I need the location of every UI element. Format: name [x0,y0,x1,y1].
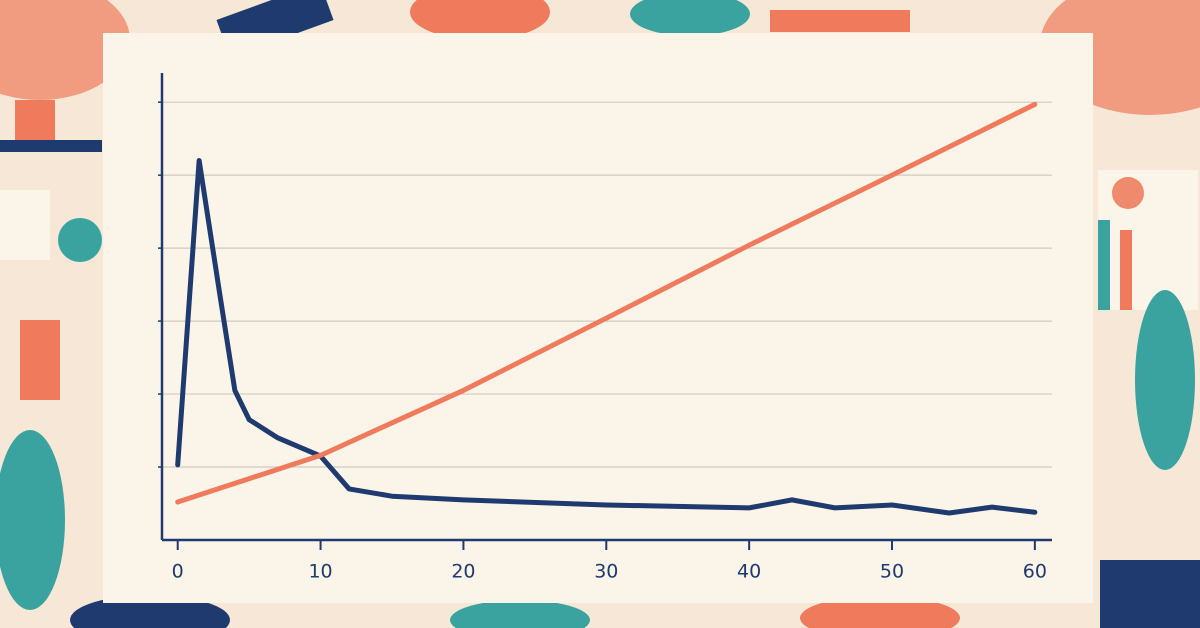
x-tick-label: 50 [880,561,904,583]
x-tick-label: 20 [451,561,475,583]
x-tick-label: 30 [594,561,618,583]
chart-card [103,33,1093,603]
x-tick-label: 10 [308,561,332,583]
line-series [175,158,1038,516]
x-tick-label: 60 [1023,561,1047,583]
x-tick-label: 40 [737,561,761,583]
x-tick-label: 0 [172,561,184,583]
line-series [175,101,1038,505]
